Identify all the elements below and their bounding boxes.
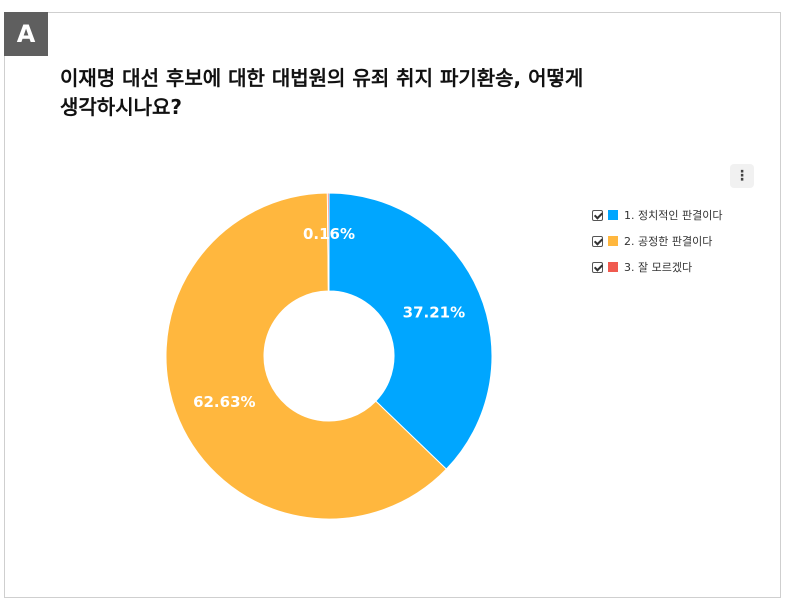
chart-title-line-2: 생각하시나요? <box>60 95 183 119</box>
chart-menu-button[interactable]: ⋮ <box>730 164 754 188</box>
legend-swatch-1 <box>608 210 618 220</box>
checkbox-icon[interactable] <box>592 235 603 247</box>
slice-1[interactable] <box>328 192 493 470</box>
slice-2[interactable] <box>165 192 448 520</box>
checkbox-icon[interactable] <box>592 209 603 221</box>
data-label-3: 0.16% <box>303 225 355 243</box>
chart-title-line-1: 이재명 대선 후보에 대한 대법원의 유죄 취지 파기환송, 어떻게 <box>60 66 584 90</box>
data-label-1: 37.21% <box>403 303 465 321</box>
legend-label-1: 1. 정치적인 판결이다 <box>624 209 723 222</box>
legend-swatch-2 <box>608 236 618 246</box>
legend-item-3[interactable]: 3. 잘 모르겠다 <box>592 254 722 280</box>
chart-title: 이재명 대선 후보에 대한 대법원의 유죄 취지 파기환송, 어떻게 생각하시나… <box>60 64 660 122</box>
vertical-dots-icon: ⋮ <box>735 168 749 184</box>
checkbox-icon[interactable] <box>592 261 603 273</box>
data-label-2: 62.63% <box>193 393 255 411</box>
panel-badge: A <box>4 12 48 56</box>
slice-3[interactable] <box>326 192 330 292</box>
legend-item-2[interactable]: 2. 공정한 판결이다 <box>592 228 722 254</box>
legend-swatch-3 <box>608 262 618 272</box>
legend-label-2: 2. 공정한 판결이다 <box>624 235 713 248</box>
legend-label-3: 3. 잘 모르겠다 <box>624 261 693 274</box>
legend: 1. 정치적인 판결이다 2. 공정한 판결이다 3. 잘 모르겠다 <box>592 202 722 280</box>
legend-item-1[interactable]: 1. 정치적인 판결이다 <box>592 202 722 228</box>
